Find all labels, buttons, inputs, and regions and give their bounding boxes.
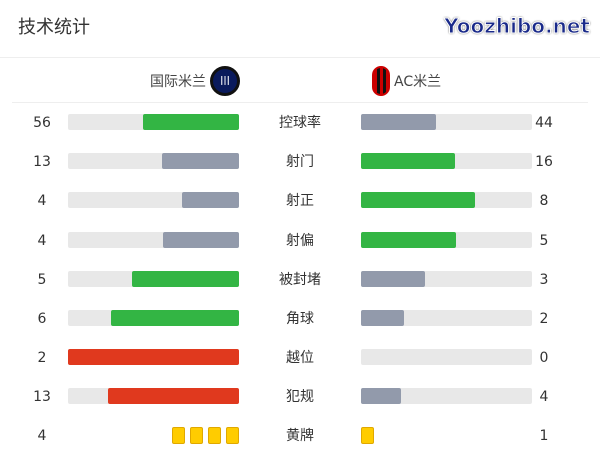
yellow-card-icon — [208, 427, 221, 444]
stat-label: 犯规 — [286, 389, 314, 406]
stat-row: 4 射偏 5 — [0, 231, 600, 250]
watermark: Yoozhibo.net — [444, 14, 591, 39]
home-value: 13 — [33, 154, 51, 171]
home-bar — [68, 349, 239, 366]
divider — [0, 57, 600, 58]
stat-label: 射偏 — [286, 232, 314, 249]
home-bar — [68, 270, 239, 287]
home-team: 国际米兰 ||| — [150, 66, 240, 96]
home-yellow-cards — [172, 427, 239, 444]
yellow-card-icon — [226, 427, 239, 444]
away-value: 2 — [539, 311, 549, 327]
home-bar-fill — [132, 270, 239, 287]
away-value: 8 — [539, 193, 549, 210]
away-bar — [361, 114, 532, 130]
away-team-name: AC米兰 — [394, 74, 442, 90]
yellow-card-icon — [172, 427, 185, 444]
away-bar — [361, 231, 532, 248]
home-value: 4 — [37, 193, 47, 210]
home-value: 5 — [37, 271, 47, 288]
stat-row: 13 犯规 4 — [0, 388, 600, 406]
stat-row: 6 角球 2 — [0, 310, 600, 328]
away-yellow-cards — [361, 427, 374, 444]
away-bar-fill — [361, 270, 426, 287]
away-bar — [361, 153, 532, 170]
away-bar — [361, 388, 532, 405]
away-bar-fill — [361, 231, 457, 248]
home-bar — [68, 192, 239, 209]
stat-row: 13 射门 16 — [0, 153, 600, 171]
home-bar — [68, 114, 239, 130]
away-value: 1 — [539, 428, 549, 444]
home-value: 6 — [37, 311, 47, 327]
ac-milan-logo-icon — [372, 66, 390, 96]
home-bar — [68, 388, 239, 405]
stat-row-yellow-cards: 4 黄牌 1 — [0, 427, 600, 445]
stat-label: 黄牌 — [286, 428, 314, 444]
stat-label: 控球率 — [279, 115, 321, 131]
home-bar-fill — [162, 153, 239, 170]
away-value: 4 — [539, 389, 549, 406]
home-bar-fill — [68, 349, 239, 366]
away-value: 0 — [539, 350, 549, 367]
away-value: 5 — [539, 232, 549, 249]
home-bar — [68, 153, 239, 170]
away-value: 3 — [539, 271, 549, 288]
home-bar-fill — [163, 231, 239, 248]
home-bar — [68, 231, 239, 248]
home-bar-fill — [108, 388, 239, 405]
section-title: 技术统计 — [18, 17, 90, 38]
home-bar — [68, 310, 239, 326]
divider — [12, 102, 588, 103]
yellow-card-icon — [361, 427, 374, 444]
stat-label: 被封堵 — [279, 271, 321, 288]
home-value: 13 — [33, 389, 51, 406]
stat-label: 角球 — [286, 311, 314, 327]
home-value: 4 — [37, 428, 47, 444]
away-bar-fill — [361, 114, 437, 130]
home-value: 56 — [33, 115, 51, 131]
home-bar-fill — [182, 192, 239, 209]
stat-row: 5 被封堵 3 — [0, 270, 600, 289]
away-bar — [361, 270, 532, 287]
away-bar — [361, 310, 532, 326]
away-bar — [361, 349, 532, 366]
yellow-card-icon — [190, 427, 203, 444]
stat-row: 4 射正 8 — [0, 192, 600, 210]
inter-logo-icon: ||| — [210, 66, 240, 96]
away-bar-fill — [361, 192, 476, 209]
stat-row: 2 越位 0 — [0, 349, 600, 367]
home-bar-fill — [143, 114, 239, 130]
away-value: 44 — [535, 115, 553, 131]
home-value: 2 — [37, 350, 47, 367]
stat-label: 射正 — [286, 193, 314, 210]
away-bar-fill — [361, 388, 402, 405]
away-team: AC米兰 — [372, 66, 441, 96]
home-team-name: 国际米兰 — [150, 74, 206, 90]
away-bar-fill — [361, 153, 456, 170]
away-value: 16 — [535, 154, 553, 171]
stat-label: 越位 — [286, 350, 314, 367]
stat-row: 56 控球率 44 — [0, 114, 600, 132]
home-bar-fill — [110, 310, 239, 326]
home-value: 4 — [37, 232, 47, 249]
away-bar-fill — [361, 310, 404, 326]
away-bar — [361, 192, 532, 209]
stat-label: 射门 — [286, 154, 314, 171]
